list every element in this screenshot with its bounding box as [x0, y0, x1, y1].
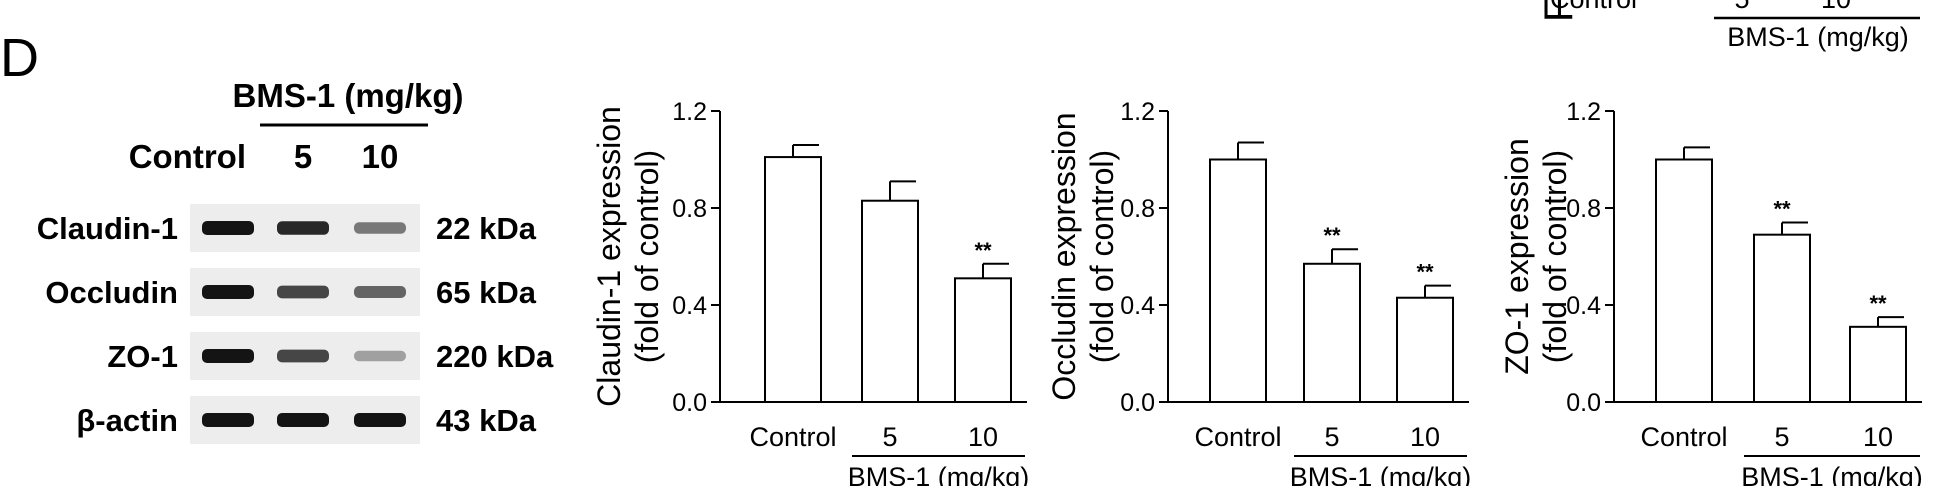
bar [1753, 233, 1811, 403]
y-tick-label: 0.8 [1566, 195, 1601, 223]
bar [1655, 158, 1713, 403]
bar [1209, 158, 1267, 403]
significance-marker: ** [1416, 260, 1434, 285]
x-category-label: 10 [968, 422, 998, 452]
wb-row-size: 22 kDa [436, 211, 537, 246]
western-blot-panel: D BMS-1 (mg/kg) Control 5 10 Claudin-1 22 kDa O… [0, 28, 554, 444]
x-category-label: Control [1194, 422, 1281, 452]
y-axis-label: (fold of control) [629, 150, 665, 363]
occludin-chart: 0.0 0.4 0.8 1.2 Occludin expression (fold of … [1046, 98, 1471, 486]
wb-band [354, 413, 406, 427]
significance-marker: ** [1323, 223, 1341, 248]
wb-band [277, 285, 329, 299]
y-axis-label: Occludin expression [1046, 112, 1082, 400]
wb-column-label: Control [129, 138, 246, 175]
wb-row-label: Claudin-1 [37, 211, 178, 246]
y-axis-label: (fold of control) [1084, 150, 1120, 363]
panel-letter-d: D [0, 28, 39, 88]
wb-band [202, 221, 254, 235]
wb-band [277, 221, 329, 235]
y-tick-label: 0.4 [672, 292, 707, 320]
x-category-label: Control [1640, 422, 1727, 452]
top-fragment-group-value: 5 [1734, 0, 1749, 14]
zo-1-chart: 0.0 0.4 0.8 1.2 ZO-1 expression (fold of cont… [1499, 98, 1923, 486]
x-category-label: Control [749, 422, 836, 452]
y-axis-label: (fold of control) [1537, 150, 1573, 363]
significance-marker: ** [974, 238, 992, 263]
x-category-label: 5 [882, 422, 897, 452]
y-tick-label: 0.4 [1120, 292, 1155, 320]
panel-letter-f: F [1537, 0, 1581, 22]
y-tick-label: 0.0 [672, 389, 707, 417]
claudin-1-chart: 0.0 0.4 0.8 1.2 Claudin-1 expression (fold of… [591, 98, 1029, 486]
x-category-label: 10 [1863, 422, 1893, 452]
top-fragment: Control 5 10 BMS-1 (mg/kg) F [1537, 0, 1920, 52]
y-tick-label: 0.0 [1120, 389, 1155, 417]
wb-column-label: 5 [294, 138, 312, 175]
wb-column-label: 10 [362, 138, 399, 175]
wb-row-label: Occludin [45, 275, 178, 310]
bar [1849, 325, 1907, 404]
top-fragment-group-label: BMS-1 (mg/kg) [1727, 22, 1909, 52]
wb-row-size: 43 kDa [436, 403, 537, 438]
x-category-label: 5 [1774, 422, 1789, 452]
wb-row-size: 65 kDa [436, 275, 537, 310]
y-tick-label: 0.8 [1120, 195, 1155, 223]
wb-band [354, 286, 406, 298]
wb-band [202, 349, 254, 363]
wb-band [202, 285, 254, 299]
wb-band [277, 413, 329, 427]
wb-row-label: ZO-1 [107, 339, 178, 374]
y-tick-label: 1.2 [672, 98, 707, 126]
wb-band [202, 413, 254, 427]
x-category-label: 10 [1410, 422, 1440, 452]
y-tick-label: 0.4 [1566, 292, 1601, 320]
x-group-label: BMS-1 (mg/kg) [848, 462, 1030, 486]
x-category-label: 5 [1324, 422, 1339, 452]
bar [861, 199, 919, 403]
significance-marker: ** [1869, 291, 1887, 316]
y-axis-label: Claudin-1 expression [591, 106, 627, 407]
wb-row-size: 220 kDa [436, 339, 554, 374]
x-group-label: BMS-1 (mg/kg) [1741, 462, 1923, 486]
wb-band [277, 349, 329, 363]
wb-row-label: β-actin [76, 403, 178, 438]
bar [954, 277, 1012, 404]
y-tick-label: 0.0 [1566, 389, 1601, 417]
x-group-label: BMS-1 (mg/kg) [1290, 462, 1472, 486]
bar [764, 156, 822, 403]
wb-group-label: BMS-1 (mg/kg) [233, 77, 464, 114]
y-tick-label: 1.2 [1120, 98, 1155, 126]
y-tick-label: 0.8 [672, 195, 707, 223]
wb-band [354, 222, 406, 234]
wb-band [354, 350, 406, 362]
bar [1396, 296, 1454, 404]
significance-marker: ** [1773, 197, 1791, 222]
bar [1303, 262, 1361, 403]
y-axis-label: ZO-1 expression [1499, 138, 1535, 375]
top-fragment-control-label: Control [1550, 0, 1637, 14]
top-fragment-group-value: 10 [1821, 0, 1851, 14]
y-tick-label: 1.2 [1566, 98, 1601, 126]
